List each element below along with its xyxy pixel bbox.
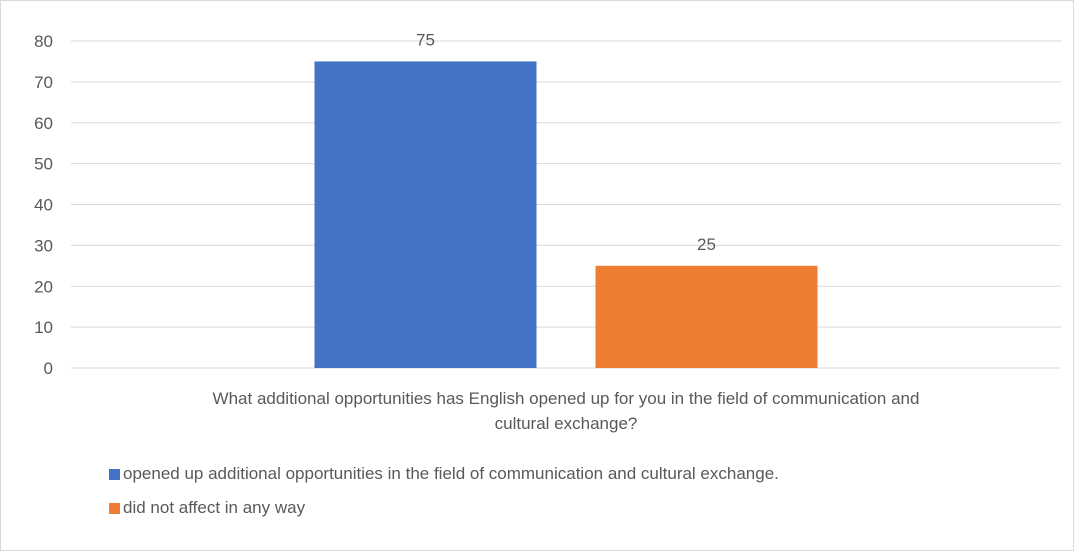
legend-label-opened-up: opened up additional opportunities in th… (123, 464, 779, 483)
legend-label-did-not-affect: did not affect in any way (123, 498, 306, 517)
data-labels: 75 25 (416, 30, 716, 253)
y-tick-label-40: 40 (34, 196, 53, 215)
legend-swatch-orange (109, 502, 120, 514)
category-label: What additional opportunities has Englis… (213, 389, 920, 433)
y-axis-tick-labels: 0 10 20 30 40 50 60 70 80 (34, 32, 53, 378)
bar-opened-up (314, 61, 537, 368)
y-tick-label-60: 60 (34, 114, 53, 133)
y-tick-label-10: 10 (34, 318, 53, 337)
bars (314, 61, 818, 368)
y-tick-label-80: 80 (34, 32, 53, 51)
y-tick-label-20: 20 (34, 277, 53, 296)
y-tick-label-0: 0 (44, 359, 53, 378)
bar-did-not-affect (595, 265, 818, 368)
legend: opened up additional opportunities in th… (109, 464, 779, 532)
data-label-did-not-affect: 25 (697, 235, 716, 254)
legend-item-did-not-affect: did not affect in any way (109, 498, 779, 518)
y-tick-label-70: 70 (34, 73, 53, 92)
category-label-line-1: What additional opportunities has Englis… (213, 389, 920, 408)
data-label-opened-up: 75 (416, 30, 435, 49)
y-tick-label-30: 30 (34, 236, 53, 255)
category-label-line-2: cultural exchange? (495, 414, 638, 433)
legend-item-opened-up: opened up additional opportunities in th… (109, 464, 779, 484)
gridlines (71, 40, 1061, 369)
legend-swatch-blue (109, 468, 120, 480)
y-tick-label-50: 50 (34, 155, 53, 174)
